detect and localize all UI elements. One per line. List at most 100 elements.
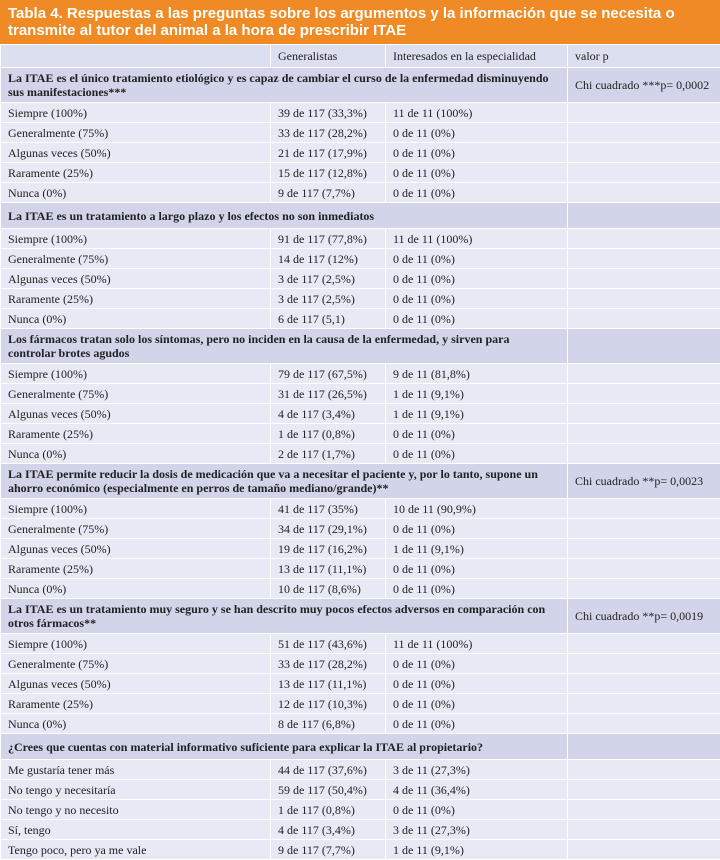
empty-cell bbox=[568, 404, 720, 424]
data-row: Nunca (0%)8 de 117 (6,8%)0 de 11 (0%) bbox=[1, 714, 720, 734]
cell: 0 de 11 (0%) bbox=[386, 289, 568, 309]
row-label: Generalmente (75%) bbox=[1, 519, 271, 539]
data-row: Nunca (0%)10 de 117 (8,6%)0 de 11 (0%) bbox=[1, 579, 720, 599]
p-value: Chi cuadrado **p= 0,0023 bbox=[568, 464, 720, 499]
empty-cell bbox=[568, 820, 720, 840]
cell: 3 de 11 (27,3%) bbox=[386, 820, 568, 840]
cell: 11 de 11 (100%) bbox=[386, 103, 568, 123]
row-label: Generalmente (75%) bbox=[1, 249, 271, 269]
empty-cell bbox=[568, 424, 720, 444]
row-label: Raramente (25%) bbox=[1, 694, 271, 714]
cell: 21 de 117 (17,9%) bbox=[271, 143, 386, 163]
cell: 13 de 117 (11,1%) bbox=[271, 674, 386, 694]
data-row: Siempre (100%)41 de 117 (35%)10 de 11 (9… bbox=[1, 499, 720, 519]
data-row: Generalmente (75%)34 de 117 (29,1%)0 de … bbox=[1, 519, 720, 539]
data-row: Nunca (0%)2 de 117 (1,7%)0 de 11 (0%) bbox=[1, 444, 720, 464]
data-row: Raramente (25%)12 de 117 (10,3%)0 de 11 … bbox=[1, 694, 720, 714]
cell: 0 de 11 (0%) bbox=[386, 444, 568, 464]
cell: 0 de 11 (0%) bbox=[386, 714, 568, 734]
empty-cell bbox=[568, 309, 720, 329]
empty-cell bbox=[568, 579, 720, 599]
cell: 33 de 117 (28,2%) bbox=[271, 654, 386, 674]
empty-cell bbox=[568, 780, 720, 800]
empty-cell bbox=[568, 203, 720, 229]
cell: 3 de 117 (2,5%) bbox=[271, 269, 386, 289]
data-row: Algunas veces (50%)4 de 117 (3,4%)1 de 1… bbox=[1, 404, 720, 424]
row-label: Siempre (100%) bbox=[1, 634, 271, 654]
empty-cell bbox=[568, 183, 720, 203]
section-heading: La ITAE es un tratamiento a largo plazo … bbox=[1, 203, 568, 229]
row-label: Algunas veces (50%) bbox=[1, 674, 271, 694]
cell: 0 de 11 (0%) bbox=[386, 800, 568, 820]
data-row: Algunas veces (50%)3 de 117 (2,5%)0 de 1… bbox=[1, 269, 720, 289]
empty-cell bbox=[568, 163, 720, 183]
row-label: Raramente (25%) bbox=[1, 289, 271, 309]
empty-cell bbox=[568, 634, 720, 654]
empty-cell bbox=[568, 143, 720, 163]
cell: 0 de 11 (0%) bbox=[386, 579, 568, 599]
cell: 51 de 117 (43,6%) bbox=[271, 634, 386, 654]
cell: 1 de 117 (0,8%) bbox=[271, 800, 386, 820]
cell: 3 de 117 (2,5%) bbox=[271, 289, 386, 309]
cell: 0 de 11 (0%) bbox=[386, 519, 568, 539]
section-heading: La ITAE es un tratamiento muy seguro y s… bbox=[1, 599, 568, 634]
cell: 59 de 117 (50,4%) bbox=[271, 780, 386, 800]
cell: 79 de 117 (67,5%) bbox=[271, 364, 386, 384]
cell: 0 de 11 (0%) bbox=[386, 249, 568, 269]
empty-cell bbox=[568, 329, 720, 364]
cell: 4 de 117 (3,4%) bbox=[271, 404, 386, 424]
empty-cell bbox=[568, 444, 720, 464]
data-row: Generalmente (75%)14 de 117 (12%)0 de 11… bbox=[1, 249, 720, 269]
data-row: Raramente (25%)3 de 117 (2,5%)0 de 11 (0… bbox=[1, 289, 720, 309]
cell: 1 de 11 (9,1%) bbox=[386, 539, 568, 559]
row-label: Siempre (100%) bbox=[1, 229, 271, 249]
empty-cell bbox=[568, 714, 720, 734]
cell: 0 de 11 (0%) bbox=[386, 674, 568, 694]
empty-cell bbox=[568, 539, 720, 559]
data-row: Algunas veces (50%)13 de 117 (11,1%)0 de… bbox=[1, 674, 720, 694]
row-label: Raramente (25%) bbox=[1, 163, 271, 183]
cell: 0 de 11 (0%) bbox=[386, 424, 568, 444]
empty-cell bbox=[568, 654, 720, 674]
cell: 4 de 11 (36,4%) bbox=[386, 780, 568, 800]
data-row: Algunas veces (50%)21 de 117 (17,9%)0 de… bbox=[1, 143, 720, 163]
section-heading-row: La ITAE es un tratamiento a largo plazo … bbox=[1, 203, 720, 229]
row-label: Siempre (100%) bbox=[1, 103, 271, 123]
cell: 10 de 117 (8,6%) bbox=[271, 579, 386, 599]
cell: 2 de 117 (1,7%) bbox=[271, 444, 386, 464]
cell: 33 de 117 (28,2%) bbox=[271, 123, 386, 143]
data-row: Siempre (100%)91 de 117 (77,8%)11 de 11 … bbox=[1, 229, 720, 249]
data-row: Nunca (0%)6 de 117 (5,1)0 de 11 (0%) bbox=[1, 309, 720, 329]
cell: 8 de 117 (6,8%) bbox=[271, 714, 386, 734]
data-row: Nunca (0%)9 de 117 (7,7%)0 de 11 (0%) bbox=[1, 183, 720, 203]
cell: 1 de 11 (9,1%) bbox=[386, 404, 568, 424]
cell: 0 de 11 (0%) bbox=[386, 694, 568, 714]
section-heading-row: La ITAE permite reducir la dosis de medi… bbox=[1, 464, 720, 499]
header-cell bbox=[1, 45, 271, 68]
row-label: Algunas veces (50%) bbox=[1, 539, 271, 559]
cell: 0 de 11 (0%) bbox=[386, 163, 568, 183]
data-row: Siempre (100%)39 de 117 (33,3%)11 de 11 … bbox=[1, 103, 720, 123]
section-heading: ¿Crees que cuentas con material informat… bbox=[1, 734, 568, 760]
cell: 34 de 117 (29,1%) bbox=[271, 519, 386, 539]
data-row: Siempre (100%)51 de 117 (43,6%)11 de 11 … bbox=[1, 634, 720, 654]
data-row: Raramente (25%)15 de 117 (12,8%)0 de 11 … bbox=[1, 163, 720, 183]
header-cell: Interesados en la especialidad bbox=[386, 45, 568, 68]
data-row: Generalmente (75%)33 de 117 (28,2%)0 de … bbox=[1, 654, 720, 674]
row-label: No tengo y necesitaría bbox=[1, 780, 271, 800]
cell: 91 de 117 (77,8%) bbox=[271, 229, 386, 249]
cell: 11 de 11 (100%) bbox=[386, 229, 568, 249]
cell: 4 de 117 (3,4%) bbox=[271, 820, 386, 840]
empty-cell bbox=[568, 559, 720, 579]
cell: 39 de 117 (33,3%) bbox=[271, 103, 386, 123]
cell: 0 de 11 (0%) bbox=[386, 654, 568, 674]
row-label: Generalmente (75%) bbox=[1, 654, 271, 674]
empty-cell bbox=[568, 674, 720, 694]
cell: 0 de 11 (0%) bbox=[386, 183, 568, 203]
empty-cell bbox=[568, 103, 720, 123]
header-cell: Generalistas bbox=[271, 45, 386, 68]
cell: 15 de 117 (12,8%) bbox=[271, 163, 386, 183]
